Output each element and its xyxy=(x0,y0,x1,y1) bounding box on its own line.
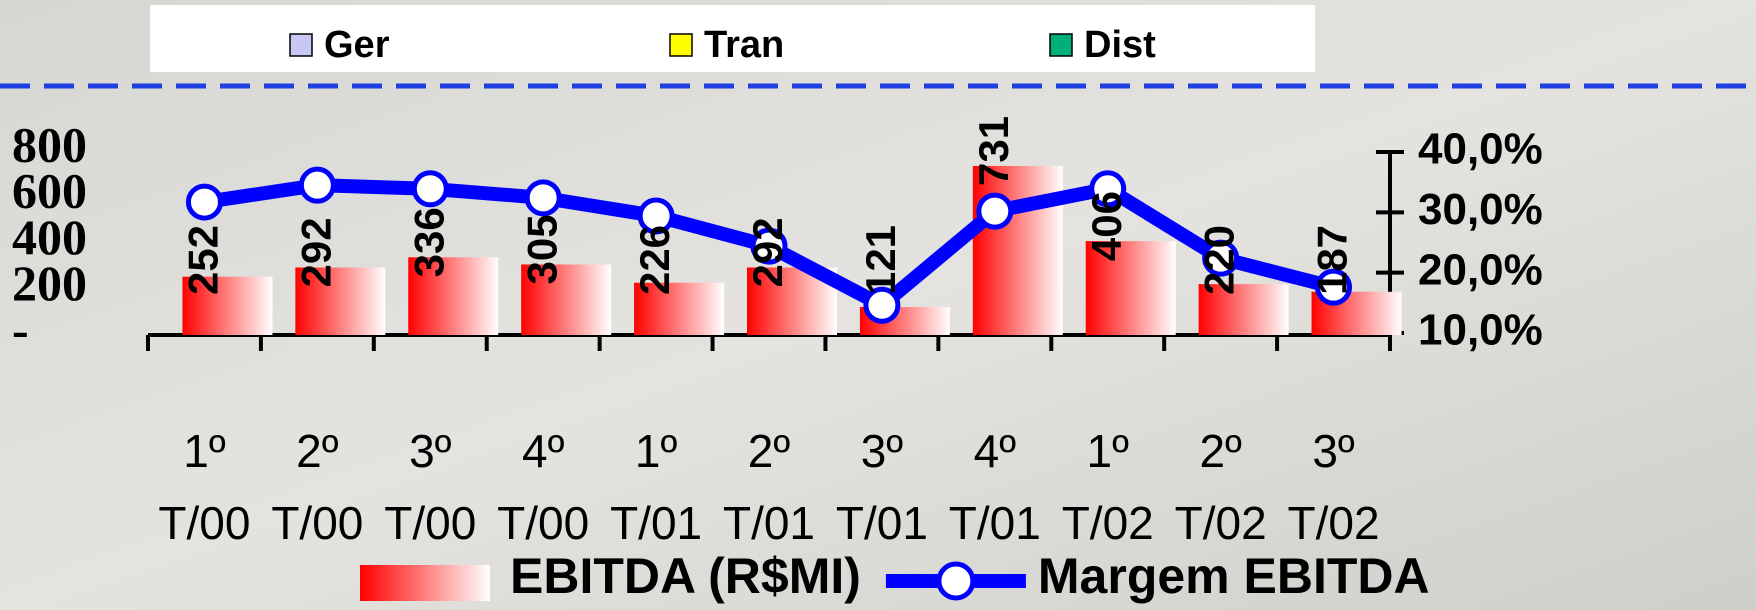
y2-tick-label: 30,0% xyxy=(1418,185,1543,234)
x-tick-label: T/01 xyxy=(610,497,702,549)
bar xyxy=(1198,284,1289,335)
line-marker xyxy=(185,183,223,221)
x-tick-label: 2º xyxy=(296,425,339,477)
x-tick-label: T/01 xyxy=(836,497,928,549)
data-label: 336 xyxy=(405,207,452,277)
x-tick-label: T/02 xyxy=(1062,497,1154,549)
x-tick-label: T/01 xyxy=(949,497,1041,549)
data-label: 292 xyxy=(292,217,339,287)
data-label: 187 xyxy=(1309,225,1356,295)
x-tick-label: T/00 xyxy=(497,497,589,549)
y-tick-label: 800 xyxy=(12,116,87,172)
bar xyxy=(972,165,1063,335)
line-marker xyxy=(976,192,1014,230)
y-tick-label: 200 xyxy=(12,255,87,311)
x-tick-label: 2º xyxy=(1199,425,1242,477)
x-tick-label: 1º xyxy=(183,425,226,477)
bar xyxy=(295,267,386,335)
data-label: 252 xyxy=(180,225,227,295)
x-tick-label: 1º xyxy=(1087,425,1130,477)
line-marker xyxy=(1202,239,1240,277)
bar xyxy=(521,264,612,335)
x-tick-label: T/00 xyxy=(384,497,476,549)
data-label: 731 xyxy=(970,116,1017,186)
y2-tick-label: 10,0% xyxy=(1418,306,1543,355)
x-tick-label: T/02 xyxy=(1288,497,1380,549)
y2-tick-label: 40,0% xyxy=(1418,125,1543,174)
data-label: 226 xyxy=(631,225,678,295)
legend-label: Ger xyxy=(324,24,390,66)
line-marker xyxy=(411,170,449,208)
legend-label: Tran xyxy=(704,24,784,66)
y-tick-label: 600 xyxy=(12,163,87,219)
x-tick-label: T/00 xyxy=(158,497,250,549)
legend-box xyxy=(150,5,1315,72)
data-label: 220 xyxy=(1196,225,1243,295)
line-marker xyxy=(524,179,562,217)
x-tick-label: 3º xyxy=(1312,425,1355,477)
legend-label: EBITDA (R$MI) xyxy=(510,548,861,604)
line-marker xyxy=(298,166,336,204)
data-label: 292 xyxy=(744,217,791,287)
x-tick-label: T/00 xyxy=(271,497,363,549)
data-label: 121 xyxy=(857,225,904,295)
legend-marker xyxy=(936,561,976,601)
line-marker xyxy=(750,227,788,265)
x-tick-label: 2º xyxy=(748,425,791,477)
data-label: 406 xyxy=(1083,191,1130,261)
x-tick-label: T/01 xyxy=(723,497,815,549)
legend-swatch xyxy=(1049,33,1073,57)
line-marker xyxy=(863,286,901,324)
y-tick-label: 400 xyxy=(12,209,87,265)
legend-label: Dist xyxy=(1084,24,1156,66)
x-tick-label: 3º xyxy=(861,425,904,477)
legend-swatch xyxy=(669,33,693,57)
data-label: 305 xyxy=(518,214,565,284)
line-marker xyxy=(1315,268,1353,306)
x-tick-label: 4º xyxy=(974,425,1017,477)
x-tick-label: T/02 xyxy=(1175,497,1267,549)
x-tick-label: 4º xyxy=(522,425,565,477)
line-marker xyxy=(637,197,675,235)
bar xyxy=(408,257,499,335)
y-tick-label: - xyxy=(12,301,29,357)
bar xyxy=(1085,241,1176,335)
legend-swatch xyxy=(289,33,313,57)
legend-label: Margem EBITDA xyxy=(1038,548,1430,604)
x-tick-label: 3º xyxy=(409,425,452,477)
x-tick-label: 1º xyxy=(635,425,678,477)
bar xyxy=(634,282,725,335)
y2-tick-label: 20,0% xyxy=(1418,245,1543,294)
line-marker xyxy=(1089,170,1127,208)
bar xyxy=(182,276,273,335)
legend-swatch xyxy=(360,565,490,601)
